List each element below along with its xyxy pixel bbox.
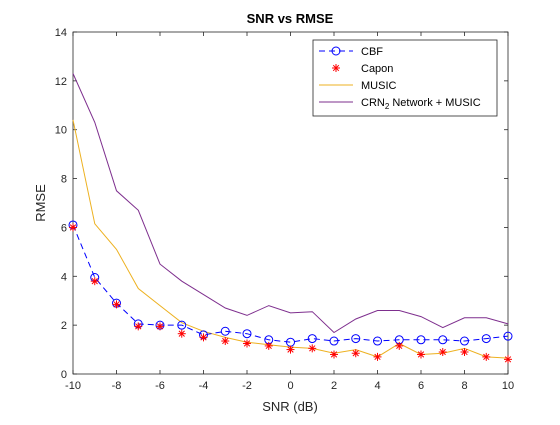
cbf-marker bbox=[220, 326, 230, 336]
x-tick-label: 10 bbox=[502, 380, 514, 392]
capon-marker bbox=[395, 341, 404, 350]
x-tick-label: -4 bbox=[199, 380, 209, 392]
cbf-marker bbox=[351, 334, 361, 344]
capon-marker bbox=[264, 341, 273, 350]
cbf-marker bbox=[481, 334, 491, 344]
capon-marker bbox=[460, 348, 469, 357]
capon-marker bbox=[504, 355, 512, 364]
cbf-marker bbox=[416, 335, 426, 345]
chart-title: SNR vs RMSE bbox=[247, 11, 334, 26]
series-0-line bbox=[72, 224, 509, 343]
y-tick-label: 2 bbox=[61, 320, 67, 332]
x-tick-label: -8 bbox=[112, 380, 122, 392]
cbf-marker bbox=[177, 320, 187, 330]
legend-label: CRN2 Network + MUSIC bbox=[361, 97, 481, 111]
capon-marker bbox=[221, 337, 230, 346]
cbf-marker bbox=[307, 334, 317, 344]
legend-label: CBF bbox=[361, 46, 383, 58]
legend-marker bbox=[331, 46, 341, 56]
capon-marker bbox=[243, 339, 251, 348]
x-tick-label: 8 bbox=[461, 380, 467, 392]
x-tick-label: -6 bbox=[155, 380, 165, 392]
y-tick-label: 4 bbox=[61, 271, 67, 283]
y-tick-label: 6 bbox=[61, 222, 67, 234]
capon-marker bbox=[177, 329, 186, 338]
x-tick-label: -2 bbox=[242, 380, 252, 392]
cbf-marker bbox=[373, 336, 382, 346]
legend-box bbox=[312, 39, 498, 117]
x-tick-label: 6 bbox=[418, 380, 424, 392]
x-tick-label: 0 bbox=[287, 380, 293, 392]
capon-marker bbox=[199, 333, 208, 342]
y-tick-label: 8 bbox=[61, 174, 67, 186]
y-axis-label: RMSE bbox=[33, 184, 48, 222]
capon-marker bbox=[482, 352, 491, 361]
cbf-marker bbox=[438, 335, 448, 345]
capon-marker bbox=[69, 223, 77, 232]
cbf-marker bbox=[329, 336, 339, 346]
y-tick-label: 14 bbox=[55, 27, 67, 39]
capon-marker bbox=[134, 322, 143, 331]
capon-marker bbox=[90, 277, 99, 286]
legend-label: Capon bbox=[361, 63, 393, 75]
capon-marker bbox=[308, 344, 317, 353]
capon-marker bbox=[417, 350, 425, 359]
x-tick-label: -10 bbox=[65, 380, 81, 392]
x-tick-label: 2 bbox=[331, 380, 337, 392]
legend: CBF Capon MUSIC CRN2 Network + MUSIC bbox=[312, 39, 498, 117]
y-tick-label: 0 bbox=[61, 369, 67, 381]
y-tick-label: 10 bbox=[55, 125, 67, 137]
cbf-marker bbox=[242, 329, 252, 339]
x-tick-label: 4 bbox=[374, 380, 380, 392]
capon-marker bbox=[330, 350, 338, 359]
cbf-marker bbox=[503, 331, 513, 341]
capon-marker bbox=[373, 352, 382, 361]
legend-label: MUSIC bbox=[361, 80, 397, 92]
capon-marker bbox=[286, 345, 295, 354]
capon-marker bbox=[438, 348, 447, 357]
capon-marker bbox=[351, 349, 360, 358]
cbf-marker bbox=[460, 336, 469, 346]
capon-marker bbox=[112, 300, 121, 309]
series-3-line bbox=[72, 73, 509, 334]
capon-marker bbox=[156, 322, 164, 331]
x-axis-label: SNR (dB) bbox=[262, 399, 318, 414]
legend-marker bbox=[332, 64, 340, 72]
y-tick-label: 12 bbox=[55, 76, 67, 88]
